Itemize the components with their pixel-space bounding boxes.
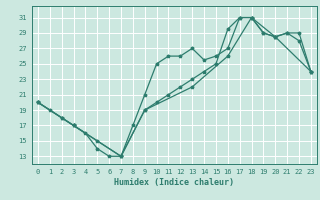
X-axis label: Humidex (Indice chaleur): Humidex (Indice chaleur) bbox=[115, 178, 234, 187]
